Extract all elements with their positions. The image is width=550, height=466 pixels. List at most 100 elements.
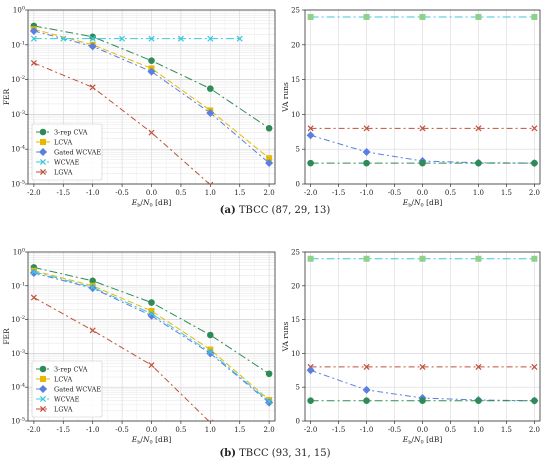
x-tick-label: -1.0 [86, 189, 100, 197]
data-point [475, 13, 482, 20]
data-point [265, 124, 273, 132]
x-tick-label: 0.5 [445, 189, 456, 197]
data-point [475, 159, 482, 167]
data-point [207, 35, 214, 42]
legend-entry: 3-rep CVA [54, 366, 88, 374]
y-tick-label: 10 [291, 350, 300, 358]
x-tick-label: -0.5 [115, 189, 129, 197]
x-tick-label: 1.5 [234, 426, 245, 434]
y-tick-label: 15 [291, 76, 300, 84]
plot-area [29, 264, 274, 421]
y-tick-label: 10-4 [11, 145, 25, 154]
y-tick-label: 15 [291, 316, 300, 324]
series-lgva [30, 59, 214, 184]
x-axis-label: Eb/N0 [dB] [402, 198, 443, 209]
legend-entry: LCVA [54, 376, 73, 384]
x-tick-label: 0.0 [146, 189, 157, 197]
y-tick-label: 25 [291, 7, 300, 15]
data-point [206, 108, 215, 117]
x-tick-label: 0.5 [175, 189, 186, 197]
data-point [419, 363, 426, 370]
x-axis-label: Eb/N0 [dB] [402, 435, 443, 446]
data-point [363, 363, 370, 370]
y-tick-label: 10-3 [11, 349, 25, 358]
legend: 3-rep CVA LCVA Gated WCVAE WCVAE LGVA [31, 360, 103, 418]
data-point [148, 35, 155, 42]
legend-entry: 3-rep CVA [54, 129, 88, 137]
x-tick-label: 2.0 [529, 189, 540, 197]
data-point [148, 307, 155, 314]
data-point [88, 42, 97, 51]
data-point [475, 255, 482, 262]
data-point [147, 67, 156, 76]
data-point [148, 299, 155, 306]
data-point [475, 363, 482, 370]
data-point [89, 327, 96, 334]
series-3-rep-cva [30, 22, 273, 132]
x-tick-label: -1.5 [57, 426, 71, 434]
y-tick-label: 10 [291, 111, 300, 119]
data-point [419, 255, 426, 262]
x-tick-label: 2.0 [264, 426, 275, 434]
x-tick-label: 1.5 [501, 426, 512, 434]
data-point [531, 159, 538, 167]
legend-box [31, 360, 103, 418]
legend-marker [39, 168, 47, 176]
y-tick-label: 20 [291, 282, 300, 290]
series-gated-wcvae [29, 26, 274, 168]
data-point [363, 159, 370, 167]
x-tick-label: 1.0 [205, 189, 216, 197]
x-tick-label: 1.0 [205, 426, 216, 434]
chart-panel-a-right: -2.0 -1.5 -1.0 -0.5 0.0 0.5 1.0 1.5 2.0 0 5 10 15 20 2… [281, 7, 541, 209]
data-point [307, 125, 314, 132]
y-tick-label: 100 [13, 6, 25, 15]
data-point [531, 255, 538, 262]
data-point [419, 125, 426, 132]
legend-entry: LGVA [54, 169, 73, 177]
x-axis-label: Eb/N0 [dB] [131, 435, 172, 446]
legend-marker [39, 158, 47, 166]
y-tick-label: 20 [291, 41, 300, 49]
data-point [148, 310, 155, 317]
x-tick-label: 1.5 [234, 189, 245, 197]
data-point [148, 362, 155, 369]
legend-entry: LGVA [54, 406, 73, 414]
data-point [531, 397, 538, 405]
data-point [363, 125, 370, 132]
x-tick-label: -2.0 [27, 426, 41, 434]
legend-marker [39, 128, 47, 136]
data-point [207, 348, 214, 356]
y-tick-label: 0 [296, 181, 300, 189]
data-point [89, 84, 96, 91]
legend-entry: WCVAE [54, 159, 80, 167]
data-point [307, 255, 314, 262]
y-tick-label: 25 [291, 249, 300, 257]
x-tick-label: 1.5 [501, 189, 512, 197]
data-point [148, 57, 155, 64]
plot-area [306, 255, 539, 405]
series-lgva [30, 294, 214, 421]
series-3-rep-cva [307, 159, 538, 167]
data-point [362, 147, 371, 156]
x-axis-label: Eb/N0 [dB] [131, 198, 172, 209]
data-point [30, 59, 37, 67]
legend-marker [40, 139, 46, 145]
data-point [177, 35, 184, 42]
y-tick-label: 10-3 [11, 110, 25, 119]
data-point [89, 284, 96, 291]
series-lcva [307, 13, 538, 20]
data-point [363, 255, 370, 262]
x-tick-label: 0.0 [417, 426, 428, 434]
x-tick-label: -1.0 [360, 426, 374, 434]
x-tick-label: 2.0 [264, 189, 275, 197]
data-point [531, 363, 538, 370]
chart-panel-b-left: -2.0 -1.5 -1.0 -0.5 0.0 0.5 1.0 1.5 2.0 10-5 10-4 1… [2, 248, 276, 446]
data-point [206, 349, 215, 358]
x-tick-label: -1.0 [360, 189, 374, 197]
legend: 3-rep CVA LCVA Gated WCVAE WCVAE LGVA [31, 123, 103, 181]
series-line [33, 270, 270, 401]
y-axis-label: FER [2, 328, 11, 345]
data-point [265, 370, 273, 378]
y-tick-label: 10-2 [11, 315, 25, 324]
